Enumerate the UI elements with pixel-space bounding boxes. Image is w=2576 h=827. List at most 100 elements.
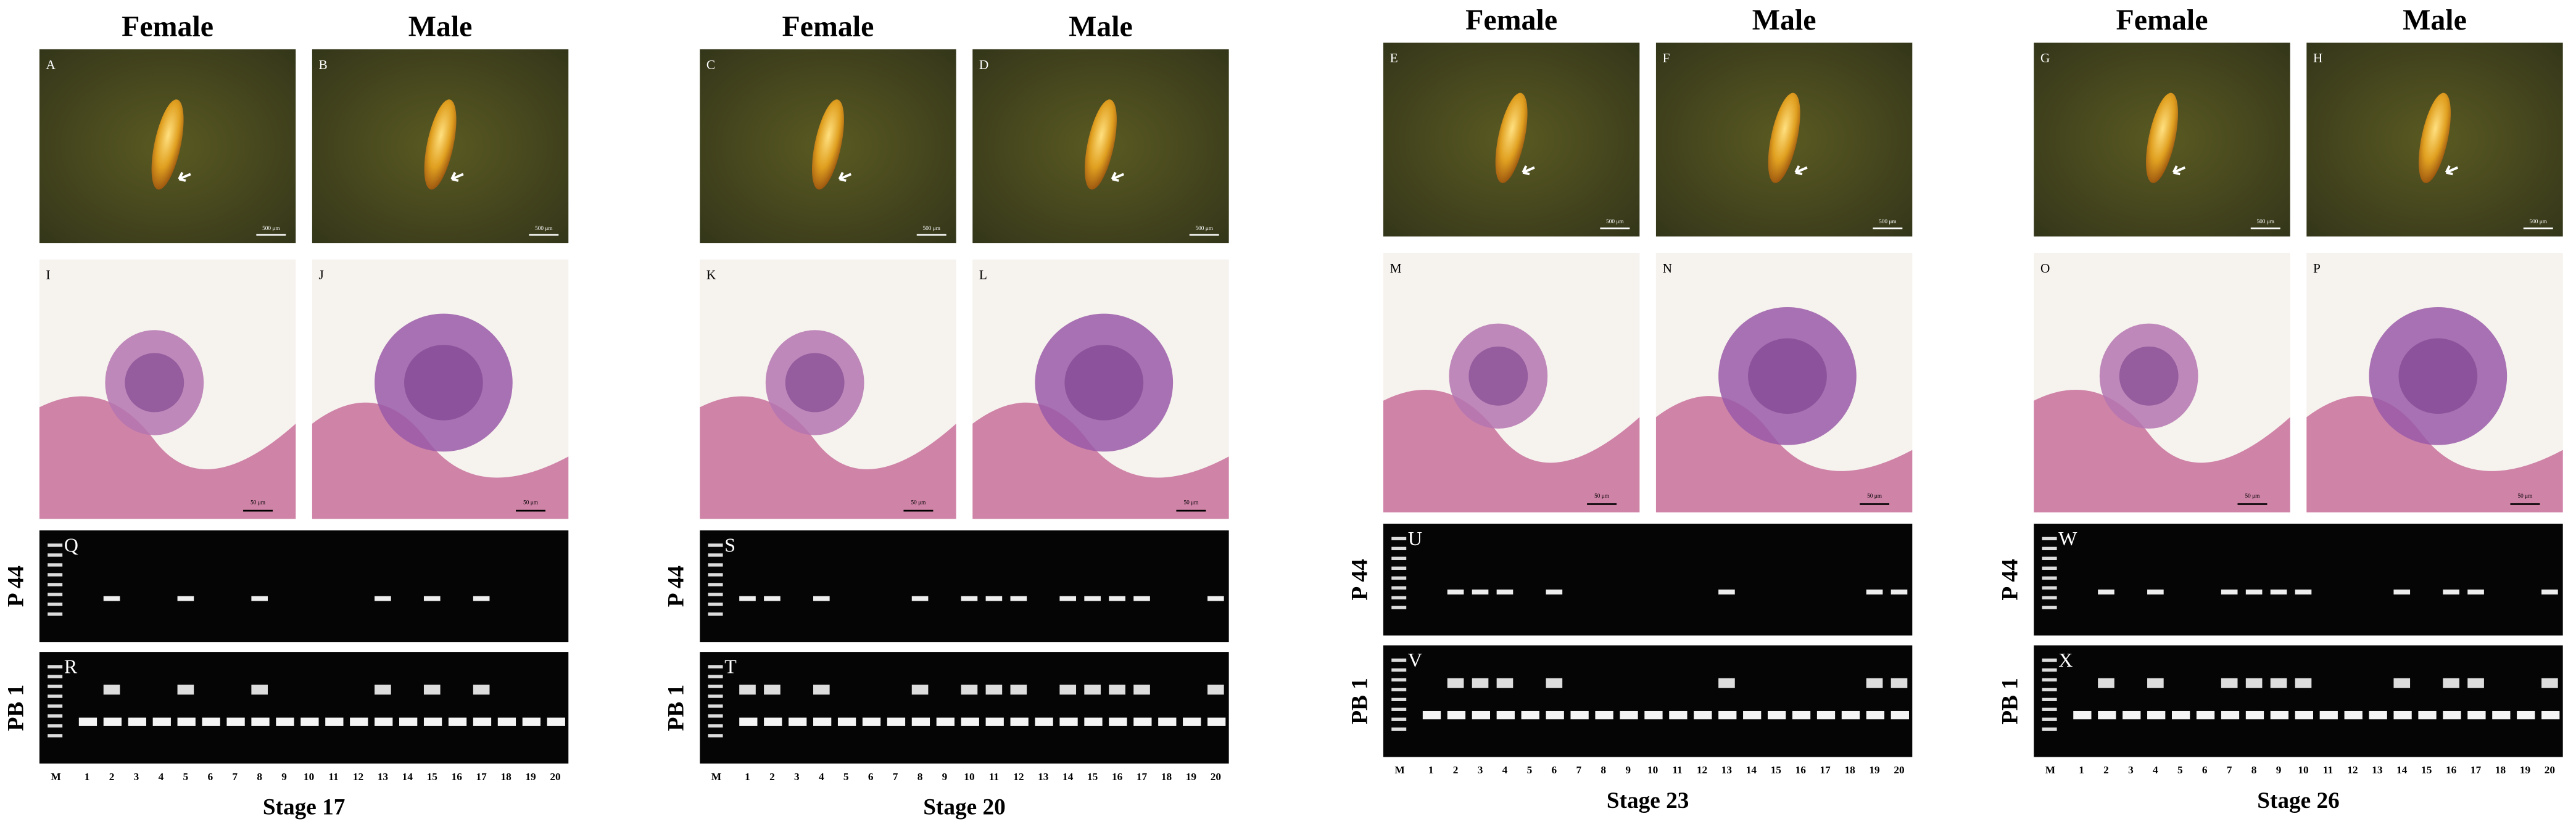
band: [2098, 589, 2114, 595]
lane-label: M: [51, 771, 60, 783]
scale-text: 500 μm: [1879, 219, 1897, 225]
band: [177, 717, 196, 726]
lane-label: 16: [1795, 764, 1807, 776]
panel-letter: N: [1663, 261, 1672, 276]
band: [497, 717, 516, 726]
scale-text: 500 μm: [1606, 219, 1624, 225]
band: [1472, 710, 1491, 720]
scale-text: 50 μm: [911, 500, 926, 506]
scale-text: 50 μm: [1867, 493, 1882, 500]
ladder-band: [48, 714, 63, 718]
ladder-band: [2042, 658, 2057, 662]
band: [813, 717, 832, 726]
lane-label: 2: [2103, 764, 2109, 776]
band: [1109, 685, 1125, 695]
band: [423, 717, 442, 726]
ladder-band: [1391, 576, 1407, 580]
lane-label: 19: [525, 771, 536, 783]
band: [2467, 710, 2486, 720]
band: [399, 717, 418, 726]
embryo: [2419, 93, 2451, 183]
band: [473, 596, 490, 601]
tissue: [1383, 389, 1640, 512]
embryo: [1768, 93, 1800, 183]
ladder-band: [1391, 727, 1407, 731]
row-label: PB 1: [3, 685, 28, 731]
band: [2467, 589, 2484, 595]
ladder-band: [708, 553, 723, 557]
panel-letter: I: [46, 268, 51, 282]
arrow: [2172, 165, 2186, 176]
lane-label: 19: [1186, 771, 1197, 783]
band: [1035, 717, 1053, 726]
band: [1669, 710, 1688, 720]
ladder-band: [48, 573, 63, 577]
ladder-band: [1391, 707, 1407, 711]
lane-label: 18: [1844, 764, 1855, 776]
band: [522, 717, 541, 726]
row-label: PB 1: [1998, 678, 2023, 725]
lane-label: 3: [134, 771, 139, 783]
band: [2344, 710, 2363, 720]
scale-text: 500 μm: [2530, 219, 2548, 225]
ladder-band: [48, 583, 63, 586]
lane-label: 8: [917, 771, 923, 783]
lane-label: 20: [1894, 764, 1904, 776]
ladder-band: [2042, 697, 2057, 701]
band: [2443, 589, 2459, 595]
ladder-band: [1391, 697, 1407, 701]
stage-label: Stage 23: [1607, 788, 1689, 813]
band: [1891, 710, 1909, 720]
embryo: [424, 99, 457, 190]
band: [2147, 589, 2164, 595]
lane-label: 3: [2128, 764, 2134, 776]
lane-label: 16: [1112, 771, 1123, 783]
lane-label: 15: [2421, 764, 2432, 776]
band: [2541, 589, 2558, 595]
lane-label: 4: [2153, 764, 2158, 776]
ladder-band: [2042, 566, 2057, 570]
lane-label: 18: [1161, 771, 1172, 783]
band: [2295, 678, 2312, 688]
gel: [1383, 645, 1913, 757]
lane-label: 11: [2323, 764, 2333, 776]
lane-label: 3: [1478, 764, 1483, 776]
lane-label: 5: [843, 771, 849, 783]
lane-label: 13: [1038, 771, 1049, 783]
scale-text: 500 μm: [535, 226, 553, 232]
band: [2171, 710, 2190, 720]
lane-label: 11: [1672, 764, 1682, 776]
ladder-band: [48, 612, 63, 616]
band: [2295, 589, 2312, 595]
band: [325, 717, 344, 726]
gel: [39, 652, 569, 764]
tissue-core: [404, 345, 483, 421]
band: [1109, 717, 1127, 726]
ladder-band: [708, 612, 723, 616]
band: [1620, 710, 1638, 720]
lane-label: 12: [2347, 764, 2358, 776]
band: [103, 717, 122, 726]
arrow: [838, 171, 852, 182]
band: [1767, 710, 1786, 720]
band: [1183, 717, 1201, 726]
ladder-band: [708, 543, 723, 547]
ladder-band: [708, 573, 723, 577]
band: [1084, 717, 1103, 726]
ladder-band: [2042, 688, 2057, 692]
panel-letter: S: [724, 535, 735, 556]
band: [226, 717, 245, 726]
band: [2418, 710, 2437, 720]
band: [2245, 589, 2263, 595]
tissue: [2306, 396, 2563, 512]
band: [1718, 589, 1735, 595]
band: [2270, 710, 2289, 720]
band: [1447, 589, 1464, 595]
lane-label: 3: [794, 771, 800, 783]
row-label: P 44: [1998, 559, 2023, 600]
lane-label: 7: [893, 771, 898, 783]
panel-letter: P: [2313, 261, 2321, 276]
lane-label: M: [1394, 764, 1404, 776]
band: [2073, 710, 2092, 720]
